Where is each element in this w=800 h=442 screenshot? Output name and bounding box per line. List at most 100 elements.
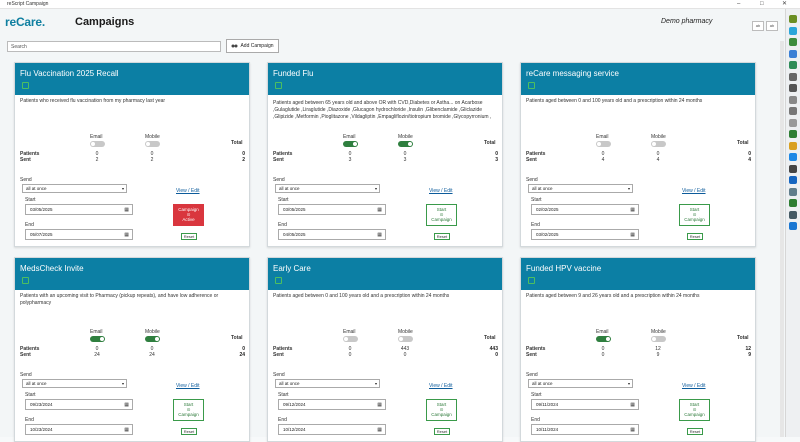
box-icon[interactable] xyxy=(789,187,797,196)
close-button[interactable]: ✕ xyxy=(782,1,788,7)
email-toggle[interactable] xyxy=(343,141,358,147)
patients-email-count: 0 xyxy=(348,346,352,352)
send-select[interactable]: all at once ▾ xyxy=(275,379,380,388)
bookmark-icon[interactable] xyxy=(789,38,797,46)
email-toggle[interactable] xyxy=(343,336,358,342)
sent-email-count: 0 xyxy=(348,352,352,358)
view-edit-link[interactable]: View / Edit xyxy=(176,383,200,389)
send-select[interactable]: all at once ▾ xyxy=(528,184,633,193)
reset-button[interactable]: Reset xyxy=(434,233,450,240)
view-edit-link[interactable]: View / Edit xyxy=(429,383,453,389)
calendar-icon[interactable]: ▦ xyxy=(377,207,382,213)
end-date-input[interactable]: 05/07/2025 ▦ xyxy=(25,229,133,240)
calendar-icon[interactable]: ▦ xyxy=(630,232,635,238)
doc-icon[interactable] xyxy=(789,222,797,230)
mobile-toggle[interactable] xyxy=(145,141,160,147)
header-button-2[interactable]: ab xyxy=(766,21,778,31)
send-select[interactable]: all at once ▾ xyxy=(275,184,380,193)
calendar-icon[interactable]: ▦ xyxy=(377,232,382,238)
chart-icon[interactable] xyxy=(789,72,797,81)
info-icon[interactable] xyxy=(789,95,797,104)
mobile-toggle[interactable] xyxy=(651,336,666,342)
play-circle-icon: ⊙ xyxy=(186,212,191,217)
star-icon[interactable] xyxy=(789,164,797,173)
plus-icon[interactable] xyxy=(789,26,797,35)
minimize-button[interactable]: – xyxy=(737,1,741,7)
send-select[interactable]: all at once ▾ xyxy=(22,379,127,388)
calendar-icon[interactable]: ▦ xyxy=(377,402,382,408)
bars-icon[interactable] xyxy=(789,210,797,219)
email-toggle[interactable] xyxy=(596,141,611,147)
grid-icon[interactable] xyxy=(789,176,797,184)
add-campaign-button[interactable]: Add Campaign xyxy=(226,39,279,53)
maximize-button[interactable]: □ xyxy=(760,1,764,7)
start-date-input[interactable]: 09/23/2024 ▦ xyxy=(25,399,133,410)
pen-icon[interactable] xyxy=(789,107,797,115)
end-date-input[interactable]: 10/12/2024 ▦ xyxy=(278,424,386,435)
scrollbar[interactable] xyxy=(780,41,784,437)
reset-button[interactable]: Reset xyxy=(181,233,197,240)
start-date-input[interactable]: 09/11/2024 ▦ xyxy=(531,399,639,410)
email-toggle[interactable] xyxy=(90,141,105,147)
calendar-icon[interactable]: ▦ xyxy=(124,207,129,213)
calendar-icon[interactable]: ▦ xyxy=(124,427,129,433)
calendar-icon[interactable]: ▦ xyxy=(630,427,635,433)
email-toggle[interactable] xyxy=(90,336,105,342)
start-date-input[interactable]: 03/05/2025 ▦ xyxy=(25,204,133,215)
diamond-icon[interactable] xyxy=(789,49,797,58)
blue-plus-icon[interactable] xyxy=(789,153,797,161)
card-header: Early Care xyxy=(268,258,502,290)
start-campaign-button[interactable]: Start ⊙ Campaign xyxy=(679,204,710,226)
tool-icon[interactable] xyxy=(789,15,797,23)
reset-button[interactable]: Reset xyxy=(687,428,703,435)
calendar-icon[interactable]: ▦ xyxy=(630,402,635,408)
mobile-label: Mobile xyxy=(651,134,666,140)
campaign-card: reCare messaging service Patients aged be… xyxy=(520,62,756,247)
settings-icon[interactable] xyxy=(789,84,797,92)
start-campaign-button[interactable]: Start ⊙ Campaign xyxy=(679,399,710,421)
start-date-input[interactable]: 03/05/2025 ▦ xyxy=(278,204,386,215)
campaign-status-icon xyxy=(22,82,29,89)
mobile-toggle[interactable] xyxy=(398,141,413,147)
start-campaign-button[interactable]: Start ⊙ Campaign xyxy=(426,204,457,226)
start-campaign-button[interactable]: Start ⊙ Campaign xyxy=(173,399,204,421)
send-label: Send xyxy=(273,177,285,183)
calendar-icon[interactable]: ▦ xyxy=(630,207,635,213)
end-date-input[interactable]: 03/02/2025 ▦ xyxy=(531,229,639,240)
start-date-input[interactable]: 09/12/2024 ▦ xyxy=(278,399,386,410)
start-campaign-button[interactable]: Start ⊙ Campaign xyxy=(426,399,457,421)
search-input[interactable] xyxy=(7,41,221,52)
calendar-icon[interactable]: ▦ xyxy=(124,402,129,408)
button-line-2: Campaign xyxy=(684,217,705,222)
end-date-input[interactable]: 04/05/2025 ▦ xyxy=(278,229,386,240)
send-select[interactable]: all at once ▾ xyxy=(528,379,633,388)
view-edit-link[interactable]: View / Edit xyxy=(682,188,706,194)
mobile-toggle[interactable] xyxy=(398,336,413,342)
end-date-input[interactable]: 10/11/2024 ▦ xyxy=(531,424,639,435)
mobile-toggle[interactable] xyxy=(651,141,666,147)
total-label: Total xyxy=(737,335,749,341)
patients-email-count: 0 xyxy=(348,151,352,157)
file-icon[interactable] xyxy=(789,118,797,127)
view-edit-link[interactable]: View / Edit xyxy=(682,383,706,389)
bell-icon[interactable] xyxy=(789,141,797,150)
view-edit-link[interactable]: View / Edit xyxy=(429,188,453,194)
send-select[interactable]: all at once ▾ xyxy=(22,184,127,193)
campaign-active-button[interactable]: Campaign ⊙ Active xyxy=(173,204,204,226)
flag-icon[interactable] xyxy=(789,199,797,207)
sent-total-count: 3 xyxy=(495,157,498,163)
shield-icon[interactable] xyxy=(789,130,797,138)
end-date-input[interactable]: 10/23/2024 ▦ xyxy=(25,424,133,435)
reset-button[interactable]: Reset xyxy=(181,428,197,435)
calendar-icon[interactable]: ▦ xyxy=(377,427,382,433)
campaign-description: Patients with an upcoming visit to Pharm… xyxy=(20,293,219,306)
email-toggle[interactable] xyxy=(596,336,611,342)
reset-button[interactable]: Reset xyxy=(687,233,703,240)
mobile-toggle[interactable] xyxy=(145,336,160,342)
start-date-input[interactable]: 02/02/2025 ▦ xyxy=(531,204,639,215)
reset-button[interactable]: Reset xyxy=(434,428,450,435)
view-edit-link[interactable]: View / Edit xyxy=(176,188,200,194)
calendar-icon[interactable]: ▦ xyxy=(124,232,129,238)
header-button-1[interactable]: ab xyxy=(752,21,764,31)
leaf-icon[interactable] xyxy=(789,61,797,69)
